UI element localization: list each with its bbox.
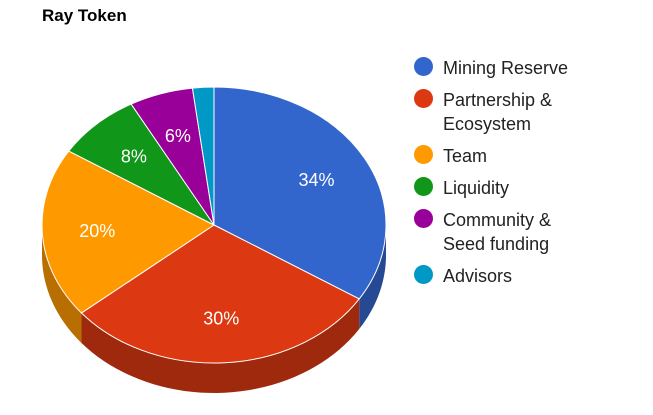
legend-label: Advisors (443, 266, 513, 286)
data-label-1: 30% (203, 309, 239, 329)
legend-label: Liquidity (443, 178, 510, 198)
legend-swatch (414, 209, 433, 228)
legend-swatch (414, 177, 433, 196)
legend-item-community-seed-funding[interactable]: Community & Seed funding (414, 208, 649, 256)
legend-item-mining-reserve[interactable]: Mining Reserve (414, 56, 649, 80)
legend-swatch (414, 89, 433, 108)
legend-swatch (414, 145, 433, 164)
chart-title: Ray Token (42, 6, 127, 25)
legend: Mining Reserve Partnership & Ecosystem Tea… (414, 56, 649, 296)
pie-side-2 (42, 225, 82, 343)
pie-slice-mining-reserve[interactable] (213, 86, 387, 300)
legend-label: Community & Seed funding (443, 210, 552, 254)
legend-label: Mining Reserve (443, 58, 569, 78)
legend-item-liquidity[interactable]: Liquidity (414, 176, 649, 200)
data-label-3: 8% (121, 147, 147, 167)
legend-label: Team (443, 146, 488, 166)
data-label-2: 20% (79, 221, 115, 241)
pie-slice-partnership-ecosystem[interactable] (80, 224, 360, 364)
legend-item-advisors[interactable]: Advisors (414, 264, 649, 288)
legend-label: Partnership & Ecosystem (443, 90, 553, 134)
legend-item-team[interactable]: Team (414, 144, 649, 168)
data-label-0: 34% (298, 170, 334, 190)
pie-slice-advisors[interactable] (191, 86, 215, 226)
pie-side-1 (81, 298, 360, 393)
legend-swatch (414, 57, 433, 76)
pie-side-0 (359, 225, 386, 329)
legend-swatch (414, 265, 433, 284)
pie-slice-team[interactable] (41, 150, 215, 314)
legend-item-partnership-ecosystem[interactable]: Partnership & Ecosystem (414, 88, 649, 136)
data-label-4: 6% (165, 126, 191, 146)
